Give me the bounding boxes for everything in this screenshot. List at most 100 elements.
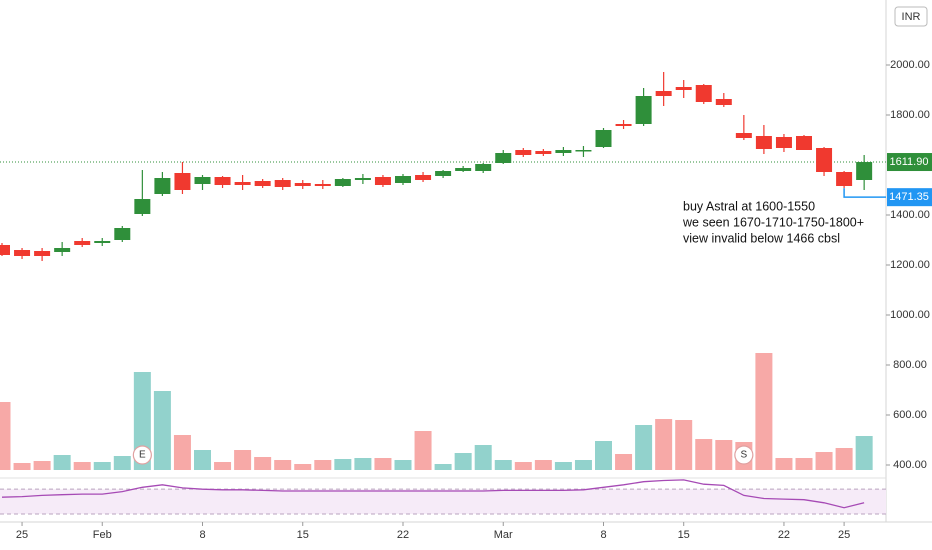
volume-bar <box>13 463 31 470</box>
x-tick-label: 8 <box>600 529 606 541</box>
annotation-line: view invalid below 1466 cbsl <box>683 231 840 245</box>
volume-bar <box>574 460 592 470</box>
x-tick-label: 22 <box>397 529 409 541</box>
volume-bar <box>33 461 51 470</box>
volume-bar <box>514 462 532 470</box>
volume-bar <box>695 439 713 470</box>
y-tick-label: 400.00 <box>893 459 927 471</box>
candle-body <box>154 178 171 194</box>
volume-bar <box>113 456 131 470</box>
y-tick-label: 2000.00 <box>890 59 930 71</box>
candle-body <box>94 241 111 243</box>
volume-bar <box>494 460 512 470</box>
candle-body <box>575 150 592 152</box>
candle-body <box>254 181 271 186</box>
volume-bar <box>314 460 332 470</box>
candle-body <box>354 178 371 180</box>
volume-bar <box>53 455 71 470</box>
event-marker <box>132 445 152 465</box>
candle-body <box>274 180 291 187</box>
candle-body <box>435 171 452 176</box>
last-price-label: 1611.90 <box>890 156 929 168</box>
candle-body <box>695 85 712 102</box>
annotation-line: buy Astral at 1600-1550 <box>683 199 815 213</box>
x-tick-label: Feb <box>93 529 112 541</box>
candle-body <box>635 96 652 124</box>
candle-body <box>374 177 391 185</box>
candle-body <box>34 251 51 256</box>
volume-bar <box>194 450 211 470</box>
candle-body <box>234 182 251 185</box>
rsi-line <box>1 479 865 509</box>
event-label: E <box>139 450 146 461</box>
candle-body <box>555 150 572 153</box>
y-tick-label: 1800.00 <box>890 109 930 121</box>
candle-body <box>796 136 812 150</box>
candle-body <box>755 136 772 149</box>
candle-body <box>415 175 432 180</box>
candle-body <box>114 228 131 240</box>
volume-bar <box>354 458 372 470</box>
volume-bar <box>414 431 432 470</box>
volume-bar <box>294 464 312 470</box>
candle-body <box>194 177 211 184</box>
rsi-band <box>0 489 886 514</box>
candle-body <box>134 199 151 214</box>
candle-body <box>314 184 331 186</box>
volume-bar <box>474 445 492 470</box>
volume-bar <box>173 435 191 470</box>
candle-body <box>214 177 231 185</box>
candle-body <box>174 173 191 190</box>
volume-bar <box>835 448 853 470</box>
candle-body <box>14 250 31 256</box>
volume-bar <box>334 459 352 470</box>
volume-bar <box>394 460 412 470</box>
event-marker <box>734 445 754 465</box>
candle-body <box>294 183 311 186</box>
x-tick-label: 15 <box>678 529 690 541</box>
y-tick-label: 1400.00 <box>890 209 930 221</box>
volume-bar <box>534 460 552 470</box>
last-price-box <box>887 153 932 172</box>
alert-price-box <box>887 188 932 207</box>
x-tick-label: 25 <box>838 529 850 541</box>
candle-body <box>54 248 71 252</box>
currency-label: INR <box>902 11 921 23</box>
candle-body <box>655 91 672 96</box>
y-tick-label: 1000.00 <box>890 309 930 321</box>
alert-price-label: 1471.35 <box>889 191 929 203</box>
candle-body <box>675 87 692 90</box>
candle-body <box>495 153 512 163</box>
volume-bar <box>374 458 392 470</box>
currency-badge[interactable] <box>894 6 928 27</box>
volume-bar <box>755 353 773 470</box>
volume-bar <box>775 458 793 470</box>
candle-body <box>816 148 833 172</box>
volume-bar <box>274 460 292 470</box>
volume-bar <box>434 464 452 470</box>
candle-body <box>775 137 792 148</box>
candle-body <box>334 179 351 186</box>
candle-body <box>0 245 10 255</box>
candle-body <box>595 130 612 147</box>
volume-bar <box>595 441 612 470</box>
volume-bar <box>655 419 673 470</box>
volume-bar <box>554 462 572 470</box>
volume-bar <box>254 457 272 470</box>
candle-body <box>535 151 552 154</box>
volume-bar <box>93 462 111 470</box>
alert-line <box>843 188 886 198</box>
candle-body <box>715 99 732 105</box>
y-tick-label: 1200.00 <box>890 259 930 271</box>
volume-bar <box>815 452 833 470</box>
candle-body <box>836 172 853 186</box>
candle-body <box>735 133 752 138</box>
volume-bar <box>715 440 733 470</box>
x-tick-label: Mar <box>494 529 513 541</box>
volume-bar <box>855 436 873 470</box>
candle-body <box>615 124 632 126</box>
y-tick-label: 800.00 <box>893 359 927 371</box>
volume-bar <box>615 454 633 470</box>
